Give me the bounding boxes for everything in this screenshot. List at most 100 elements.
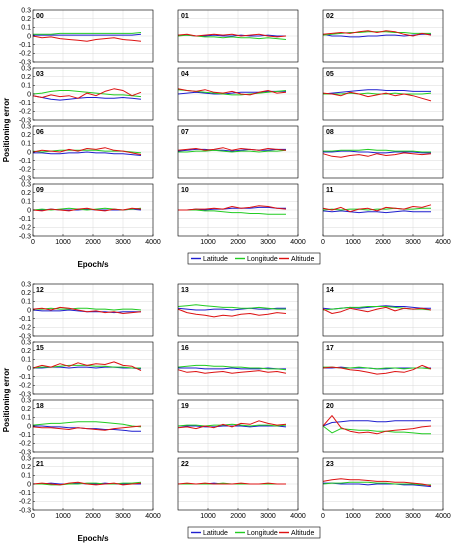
- x-tick-label: 4000: [290, 513, 306, 520]
- panel-03: 03-0.3-0.2-0.100.10.20.3: [19, 65, 153, 124]
- panel-id-label: 12: [36, 287, 44, 294]
- y-tick-label: 0.3: [21, 7, 31, 14]
- panel-08: 08: [323, 126, 443, 178]
- panel-20: 20: [323, 400, 443, 452]
- y-tick-label: -0.3: [19, 507, 31, 514]
- x-tick-label: 4000: [290, 239, 306, 246]
- panel-21: 21-0.3-0.2-0.100.10.20.30 1000 2000 3000 400…: [19, 455, 161, 520]
- y-tick-label: -0.1: [19, 316, 31, 323]
- y-tick-label: -0.3: [19, 233, 31, 240]
- x-tick-label: 0: [31, 513, 35, 520]
- y-tick-label: -0.2: [19, 383, 31, 390]
- panel-id-label: 15: [36, 345, 44, 352]
- panel-id-label: 14: [326, 287, 334, 294]
- x-tick-label: 4000: [435, 239, 451, 246]
- y-tick-label: -0.2: [19, 225, 31, 232]
- panel-07: 07: [178, 126, 298, 178]
- x-tick-label: 2000: [375, 513, 391, 520]
- y-tick-label: 0.2: [21, 132, 31, 139]
- panel-05: 05: [323, 68, 443, 120]
- panel-15: 15 -0.3-0.2 -0.1 00.1 0.2 0.3: [19, 339, 153, 398]
- x-tick-label: 0: [31, 239, 35, 246]
- x-tick-label: 0: [321, 239, 325, 246]
- legend-label-altitude: Altitude: [291, 256, 314, 263]
- panel-00: 00 -0.3-0.2 -0.1 00.1 0.2 0.3: [19, 7, 153, 66]
- x-tick-label: 3000: [405, 239, 421, 246]
- x-tick-label: 3000: [260, 513, 276, 520]
- y-tick-label: 0.2: [21, 16, 31, 23]
- y-tick-label: -0.2: [19, 51, 31, 58]
- y-tick-label: 0.1: [21, 415, 31, 422]
- y-tick-label: 0.2: [21, 464, 31, 471]
- y-tick-label: 0.3: [21, 455, 31, 462]
- panel-19: 19: [178, 400, 298, 452]
- y-tick-label: 0.3: [21, 339, 31, 346]
- y-tick-label: 0.1: [21, 141, 31, 148]
- y-tick-label: 0: [27, 307, 31, 314]
- panel-22: 221000 2000 3000 4000: [178, 458, 306, 520]
- y-tick-label: 0.3: [21, 181, 31, 188]
- y-tick-label: -0.1: [19, 158, 31, 165]
- x-tick-label: 2000: [85, 239, 101, 246]
- ylabel-top: Positioning error: [2, 98, 11, 162]
- y-tick-label: 0.1: [21, 25, 31, 32]
- panel-id-label: 23: [326, 461, 334, 468]
- y-tick-label: 0.2: [21, 190, 31, 197]
- y-tick-label: -0.1: [19, 216, 31, 223]
- panel-09: 09-0.3-0.2-0.100.10.20.30 1000 2000 3000 400…: [19, 181, 161, 246]
- panel-23: 230 1000 2000 3000 4000: [321, 458, 451, 520]
- x-tick-label: 1000: [55, 513, 71, 520]
- panel-04: 04: [178, 68, 298, 120]
- y-tick-label: 0: [27, 481, 31, 488]
- y-tick-label: -0.1: [19, 432, 31, 439]
- panel-id-label: 20: [326, 403, 334, 410]
- panel-12: 12-0.3-0.2-0.100.10.20.3: [19, 281, 153, 340]
- x-tick-label: 4000: [145, 239, 161, 246]
- panel-13: 13: [178, 284, 298, 336]
- panel-06: 06 -0.3-0.2 -0.1 00.1 0.2 0.3: [19, 123, 153, 182]
- y-tick-label: -0.1: [19, 42, 31, 49]
- x-tick-label: 4000: [145, 513, 161, 520]
- panel-id-label: 11: [326, 187, 334, 194]
- y-tick-label: 0: [27, 149, 31, 156]
- y-tick-label: 0.3: [21, 65, 31, 72]
- x-tick-label: 2000: [85, 513, 101, 520]
- panel-id-label: 09: [36, 187, 44, 194]
- x-tick-label: 1000: [345, 239, 361, 246]
- legend-label-altitude: Altitude: [291, 530, 314, 537]
- panel-id-label: 22: [181, 461, 189, 468]
- y-tick-label: -0.1: [19, 100, 31, 107]
- y-tick-label: 0.2: [21, 74, 31, 81]
- ylabel-bottom: Positioning error: [2, 368, 11, 432]
- x-tick-label: 3000: [115, 513, 131, 520]
- panel-id-label: 21: [36, 461, 44, 468]
- legend-label-longitude: Longitude: [247, 256, 278, 263]
- legend-label-latitude: Latitude: [203, 256, 228, 263]
- y-tick-label: 0.2: [21, 290, 31, 297]
- x-tick-label: 2000: [375, 239, 391, 246]
- legend-bottom: Latitude Longitude Altitude: [188, 527, 320, 538]
- y-tick-label: 0.3: [21, 281, 31, 288]
- y-tick-label: 0.2: [21, 406, 31, 413]
- panel-id-label: 13: [181, 287, 189, 294]
- y-tick-label: -0.2: [19, 499, 31, 506]
- x-tick-label: 0: [321, 513, 325, 520]
- x-tick-label: 1000: [55, 239, 71, 246]
- x-tick-label: 1000: [200, 239, 216, 246]
- panel-16: 16: [178, 342, 298, 394]
- legend-top: Latitude Longitude Altitude: [188, 253, 320, 264]
- y-tick-label: 0.1: [21, 199, 31, 206]
- panel-id-label: 18: [36, 403, 44, 410]
- y-tick-label: 0: [27, 207, 31, 214]
- panel-id-label: 01: [181, 13, 189, 20]
- panel-17: 17: [323, 342, 443, 394]
- legend-label-longitude: Longitude: [247, 530, 278, 537]
- x-tick-label: 3000: [405, 513, 421, 520]
- panel-id-label: 00: [36, 13, 44, 20]
- y-tick-label: 0: [27, 423, 31, 430]
- y-tick-label: -0.2: [19, 441, 31, 448]
- y-tick-label: 0.3: [21, 123, 31, 130]
- x-tick-label: 1000: [200, 513, 216, 520]
- x-tick-label: 4000: [435, 513, 451, 520]
